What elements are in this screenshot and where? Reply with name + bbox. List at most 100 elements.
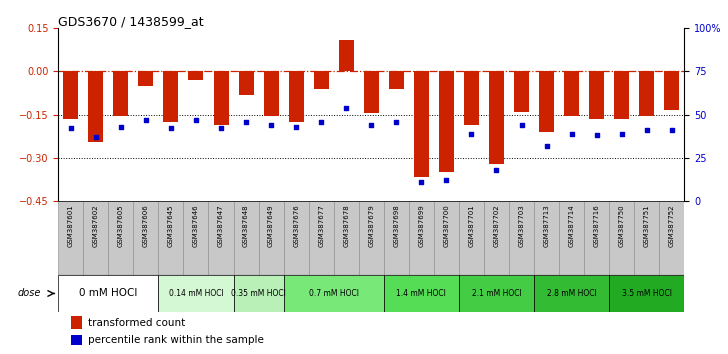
Bar bbox=[133, 201, 159, 275]
Bar bbox=[559, 201, 584, 275]
Point bbox=[515, 122, 527, 128]
Text: GSM387703: GSM387703 bbox=[518, 205, 525, 247]
Bar bbox=[288, 72, 304, 122]
Bar bbox=[534, 275, 609, 312]
Bar bbox=[71, 316, 82, 330]
Bar bbox=[163, 72, 178, 122]
Point bbox=[265, 122, 277, 128]
Bar bbox=[484, 201, 509, 275]
Bar bbox=[239, 72, 253, 95]
Bar bbox=[359, 201, 384, 275]
Bar bbox=[58, 275, 159, 312]
Bar bbox=[234, 275, 284, 312]
Text: GSM387750: GSM387750 bbox=[619, 205, 625, 247]
Text: GSM387649: GSM387649 bbox=[268, 205, 274, 247]
Text: GSM387605: GSM387605 bbox=[118, 205, 124, 247]
Text: 3.5 mM HOCl: 3.5 mM HOCl bbox=[622, 289, 672, 298]
Point bbox=[215, 126, 227, 131]
Text: GSM387713: GSM387713 bbox=[544, 205, 550, 247]
Text: 0.7 mM HOCl: 0.7 mM HOCl bbox=[309, 289, 359, 298]
Point bbox=[65, 126, 76, 131]
Point bbox=[190, 117, 202, 123]
Text: GSM387699: GSM387699 bbox=[419, 205, 424, 247]
Bar bbox=[364, 72, 379, 113]
Bar bbox=[208, 201, 234, 275]
Bar bbox=[664, 72, 679, 110]
Text: 2.8 mM HOCl: 2.8 mM HOCl bbox=[547, 289, 596, 298]
Text: GSM387679: GSM387679 bbox=[368, 205, 374, 247]
Bar bbox=[159, 201, 183, 275]
Bar bbox=[609, 201, 634, 275]
Text: 1.4 mM HOCl: 1.4 mM HOCl bbox=[397, 289, 446, 298]
Bar bbox=[264, 72, 279, 116]
Bar bbox=[189, 72, 204, 80]
Point bbox=[165, 126, 177, 131]
Bar bbox=[339, 40, 354, 72]
Text: GSM387601: GSM387601 bbox=[68, 205, 74, 247]
Text: GDS3670 / 1438599_at: GDS3670 / 1438599_at bbox=[58, 15, 204, 28]
Bar bbox=[509, 201, 534, 275]
Bar bbox=[284, 201, 309, 275]
Text: GSM387752: GSM387752 bbox=[669, 205, 675, 247]
Text: GSM387701: GSM387701 bbox=[468, 205, 475, 247]
Text: GSM387648: GSM387648 bbox=[243, 205, 249, 247]
Point bbox=[541, 143, 553, 149]
Bar bbox=[514, 72, 529, 112]
Bar bbox=[83, 201, 108, 275]
Point bbox=[290, 124, 302, 130]
Bar bbox=[459, 275, 534, 312]
Point bbox=[566, 131, 577, 137]
Point bbox=[315, 119, 327, 124]
Bar bbox=[660, 201, 684, 275]
Point bbox=[240, 119, 252, 124]
Bar bbox=[589, 72, 604, 119]
Text: GSM387714: GSM387714 bbox=[569, 205, 574, 247]
Bar bbox=[159, 275, 234, 312]
Bar bbox=[434, 201, 459, 275]
Bar bbox=[258, 201, 284, 275]
Bar bbox=[284, 275, 384, 312]
Text: 0.14 mM HOCl: 0.14 mM HOCl bbox=[169, 289, 223, 298]
Text: GSM387698: GSM387698 bbox=[393, 205, 400, 247]
Text: GSM387700: GSM387700 bbox=[443, 205, 449, 247]
Bar bbox=[609, 275, 684, 312]
Point bbox=[341, 105, 352, 110]
Bar bbox=[138, 72, 154, 86]
Bar bbox=[63, 72, 79, 119]
Text: GSM387716: GSM387716 bbox=[593, 205, 600, 247]
Bar bbox=[439, 72, 454, 172]
Bar bbox=[88, 72, 103, 142]
Text: GSM387751: GSM387751 bbox=[644, 205, 650, 247]
Text: GSM387645: GSM387645 bbox=[168, 205, 174, 247]
Bar bbox=[489, 72, 504, 164]
Bar bbox=[534, 201, 559, 275]
Bar bbox=[389, 72, 404, 89]
Text: 0.35 mM HOCl: 0.35 mM HOCl bbox=[232, 289, 286, 298]
Text: GSM387676: GSM387676 bbox=[293, 205, 299, 247]
Text: GSM387606: GSM387606 bbox=[143, 205, 149, 247]
Text: 2.1 mM HOCl: 2.1 mM HOCl bbox=[472, 289, 521, 298]
Bar bbox=[639, 72, 654, 116]
Point bbox=[666, 127, 678, 133]
Bar bbox=[384, 275, 459, 312]
Point bbox=[115, 124, 127, 130]
Point bbox=[90, 134, 102, 140]
Bar bbox=[584, 201, 609, 275]
Text: GSM387602: GSM387602 bbox=[92, 205, 99, 247]
Bar bbox=[333, 201, 359, 275]
Text: GSM387646: GSM387646 bbox=[193, 205, 199, 247]
Bar bbox=[564, 72, 579, 116]
Bar bbox=[108, 201, 133, 275]
Bar bbox=[183, 201, 208, 275]
Bar bbox=[464, 72, 479, 125]
Bar bbox=[234, 201, 258, 275]
Text: transformed count: transformed count bbox=[88, 318, 186, 328]
Text: GSM387647: GSM387647 bbox=[218, 205, 224, 247]
Bar bbox=[309, 201, 333, 275]
Point bbox=[390, 119, 402, 124]
Text: GSM387702: GSM387702 bbox=[494, 205, 499, 247]
Text: dose: dose bbox=[17, 289, 41, 298]
Bar bbox=[384, 201, 409, 275]
Bar bbox=[213, 72, 229, 125]
Bar bbox=[414, 72, 429, 177]
